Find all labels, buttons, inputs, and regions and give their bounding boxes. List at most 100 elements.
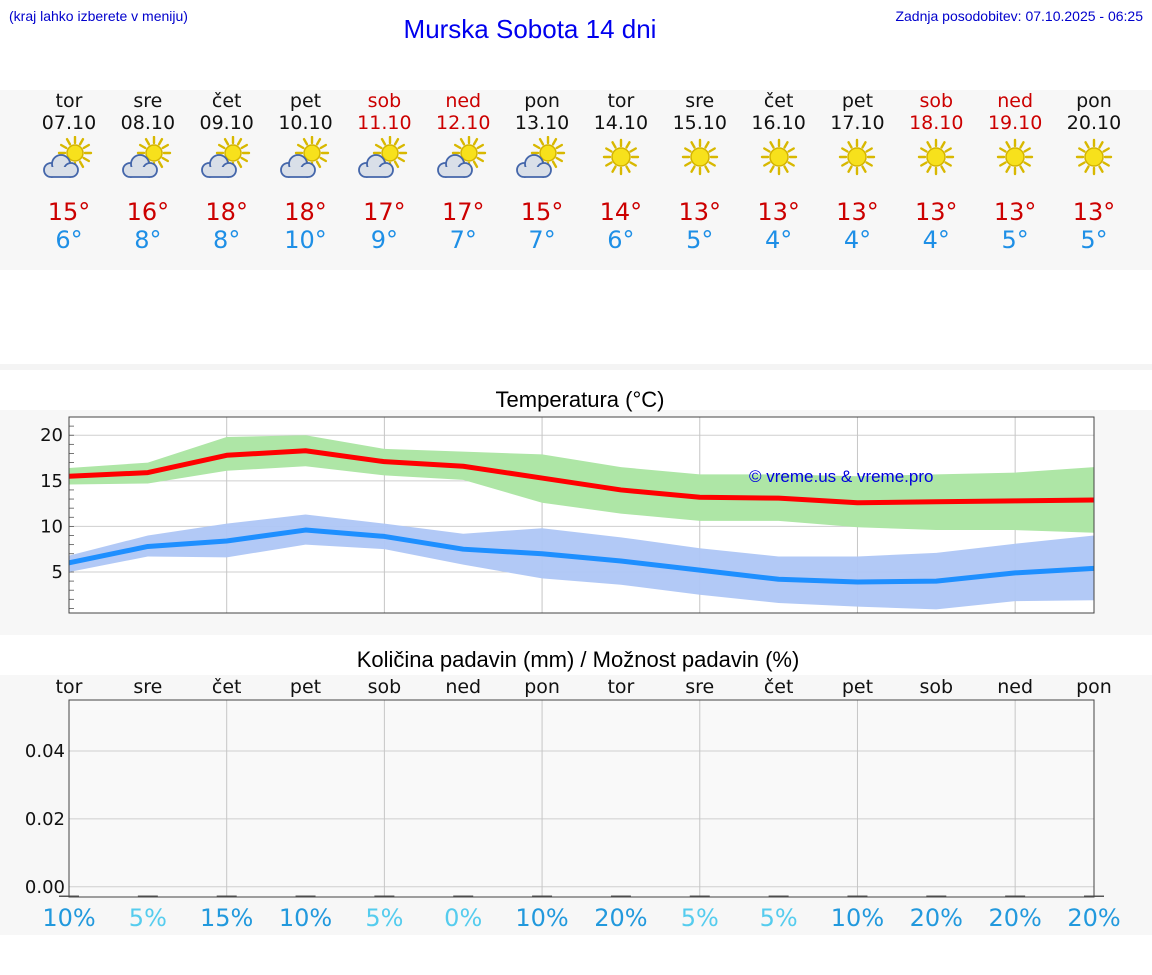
precipitation-day-label: pet bbox=[289, 676, 322, 698]
precipitation-probability-label: 20% bbox=[909, 904, 963, 932]
page-title: Murska Sobota 14 dni bbox=[403, 14, 657, 44]
precipitation-probability-label: 5% bbox=[365, 904, 404, 932]
max-temperature: 17° bbox=[363, 198, 406, 226]
day-date: 17.10 bbox=[830, 112, 885, 134]
min-temperature: 8° bbox=[213, 226, 241, 254]
day-date: 10.10 bbox=[278, 112, 333, 134]
day-name: ned bbox=[997, 90, 1034, 112]
max-temperature: 13° bbox=[915, 198, 958, 226]
temperature-chart: 5 10 15 20 bbox=[40, 416, 1095, 614]
precipitation-day-label: sob bbox=[367, 676, 402, 698]
day-name: sre bbox=[133, 90, 163, 112]
day-date: 16.10 bbox=[751, 112, 806, 134]
precipitation-amount-bar bbox=[1005, 895, 1026, 897]
day-name: tor bbox=[607, 90, 635, 112]
sun-cloud-icon bbox=[516, 136, 566, 178]
sun-icon bbox=[760, 138, 797, 176]
max-temperature: 15° bbox=[47, 198, 91, 226]
day-name: pet bbox=[841, 90, 874, 112]
min-temperature: 9° bbox=[370, 226, 399, 254]
precipitation-probability-label: 10% bbox=[515, 904, 569, 932]
max-temperature: 18° bbox=[284, 198, 327, 226]
temperature-chart-title: Temperatura (°C) bbox=[495, 387, 665, 412]
sun-icon bbox=[1075, 138, 1113, 176]
precipitation-probability-label: 20% bbox=[594, 904, 648, 932]
min-temperature: 6° bbox=[55, 226, 83, 254]
sun-icon bbox=[918, 138, 955, 176]
max-temperature: 15° bbox=[520, 198, 564, 226]
precipitation-amount-bar bbox=[610, 895, 631, 897]
precipitation-probability-label: 5% bbox=[680, 904, 719, 932]
day-name: pon bbox=[1076, 90, 1112, 112]
location-menu-hint[interactable]: (kraj lahko izberete v meniju) bbox=[9, 8, 188, 24]
day-date: 07.10 bbox=[41, 112, 97, 134]
precipitation-day-label: tor bbox=[55, 676, 83, 698]
precipitation-day-label: čet bbox=[211, 676, 242, 698]
precipitation-day-label: sre bbox=[133, 676, 163, 698]
precipitation-probability-label: 0% bbox=[444, 904, 483, 932]
min-temperature: 7° bbox=[449, 226, 477, 254]
max-temperature: 16° bbox=[126, 198, 170, 226]
max-temperature: 13° bbox=[993, 198, 1037, 226]
sun-cloud-icon bbox=[437, 136, 487, 178]
day-date: 09.10 bbox=[199, 112, 254, 134]
day-date: 14.10 bbox=[593, 112, 649, 134]
precipitation-amount-bar bbox=[295, 895, 316, 897]
day-date: 08.10 bbox=[120, 112, 176, 134]
day-date: 15.10 bbox=[672, 112, 727, 134]
precipitation-amount-bar bbox=[926, 895, 947, 897]
max-temperature: 13° bbox=[757, 198, 800, 226]
precipitation-day-label: sre bbox=[685, 676, 715, 698]
precipitation-y-tick-label: 0.02 bbox=[25, 809, 65, 830]
min-temperature: 4° bbox=[764, 226, 793, 254]
precipitation-day-label: ned bbox=[445, 676, 482, 698]
max-temperature: 14° bbox=[599, 198, 643, 226]
max-temperature: 13° bbox=[678, 198, 722, 226]
precipitation-probability-label: 20% bbox=[1067, 904, 1121, 932]
precipitation-amount-bar bbox=[768, 895, 789, 897]
day-name: sre bbox=[685, 90, 715, 112]
day-name: pon bbox=[524, 90, 560, 112]
precipitation-day-label: pon bbox=[524, 676, 560, 698]
max-temperature: 18° bbox=[205, 198, 248, 226]
precipitation-probability-label: 5% bbox=[128, 904, 167, 932]
precipitation-amount-bar bbox=[137, 895, 158, 897]
sun-cloud-icon bbox=[121, 136, 172, 178]
min-temperature: 6° bbox=[607, 226, 635, 254]
day-date: 18.10 bbox=[909, 112, 964, 134]
day-date: 19.10 bbox=[987, 112, 1043, 134]
last-updated-timestamp: Zadnja posodobitev: 07.10.2025 - 06:25 bbox=[895, 8, 1143, 24]
min-temperature: 5° bbox=[1080, 226, 1108, 254]
day-name: sob bbox=[919, 90, 954, 112]
min-temperature: 5° bbox=[686, 226, 714, 254]
sun-icon bbox=[996, 138, 1034, 176]
sun-cloud-icon bbox=[200, 136, 250, 178]
precipitation-probability-label: 10% bbox=[830, 904, 885, 932]
precipitation-probability-label: 5% bbox=[759, 904, 798, 932]
precipitation-amount-bar bbox=[374, 895, 395, 897]
precipitation-amount-bar bbox=[689, 895, 710, 897]
day-date: 12.10 bbox=[436, 112, 491, 134]
min-temperature: 8° bbox=[134, 226, 162, 254]
precipitation-probability-label: 20% bbox=[988, 904, 1042, 932]
sun-icon bbox=[839, 138, 876, 176]
precipitation-y-tick-label: 0.00 bbox=[25, 877, 65, 898]
sun-cloud-icon bbox=[43, 136, 93, 178]
watermark-text: © vreme.us & vreme.pro bbox=[749, 467, 934, 486]
precipitation-probability-label: 15% bbox=[200, 904, 254, 932]
temperature-y-tick-label: 20 bbox=[40, 425, 63, 446]
max-temperature: 13° bbox=[1072, 198, 1116, 226]
min-temperature: 4° bbox=[843, 226, 872, 254]
section-divider bbox=[0, 364, 1152, 370]
precipitation-chart-title: Količina padavin (mm) / Možnost padavin … bbox=[356, 647, 800, 672]
precipitation-day-label: pon bbox=[1076, 676, 1112, 698]
day-name: čet bbox=[763, 90, 794, 112]
precipitation-probability-label: 10% bbox=[278, 904, 333, 932]
day-name: tor bbox=[55, 90, 83, 112]
min-temperature: 7° bbox=[528, 226, 556, 254]
min-temperature-range-band bbox=[69, 514, 1094, 610]
sun-icon bbox=[681, 138, 718, 176]
precipitation-day-label: sob bbox=[919, 676, 954, 698]
precipitation-amount-bar bbox=[453, 895, 474, 897]
precipitation-amount-bar bbox=[216, 895, 237, 897]
